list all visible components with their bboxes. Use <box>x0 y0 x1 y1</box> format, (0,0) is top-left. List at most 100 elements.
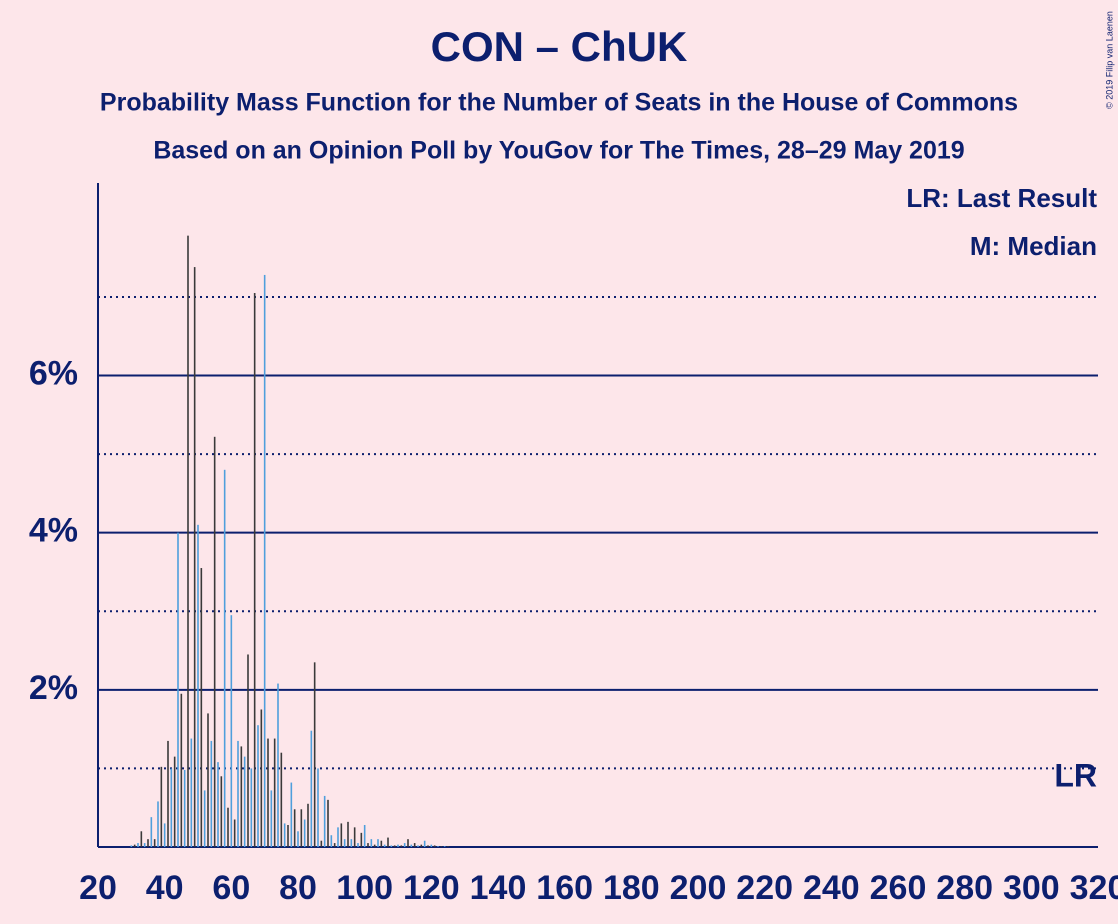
bar <box>147 839 149 847</box>
x-tick-label: 40 <box>146 869 184 907</box>
x-tick-label: 20 <box>79 869 117 907</box>
bar <box>180 693 183 847</box>
bar <box>433 845 436 847</box>
x-tick-label: 140 <box>470 869 527 907</box>
bar <box>303 819 306 847</box>
x-tick-label: 100 <box>336 869 393 907</box>
bar <box>277 683 279 847</box>
bar <box>333 843 336 847</box>
bar <box>223 469 226 847</box>
bar <box>427 845 429 847</box>
bar <box>367 843 369 847</box>
y-tick-label: 2% <box>29 669 78 707</box>
bar <box>220 776 223 847</box>
bar <box>207 713 209 847</box>
bar <box>270 790 273 847</box>
bar <box>320 840 323 847</box>
bar <box>273 738 276 847</box>
bar <box>293 809 296 847</box>
bar <box>330 835 333 847</box>
bar <box>237 740 239 847</box>
bar <box>150 817 153 847</box>
bar <box>210 740 213 847</box>
bar <box>343 839 346 847</box>
bar <box>340 823 343 847</box>
bar <box>153 839 156 847</box>
bar <box>327 799 329 847</box>
bar <box>157 801 159 847</box>
bar <box>437 846 439 847</box>
x-tick-label: 240 <box>803 869 860 907</box>
bar <box>370 839 373 847</box>
bar <box>140 831 143 847</box>
bar <box>307 803 309 847</box>
bar <box>283 823 286 847</box>
bar <box>377 839 379 847</box>
bar <box>240 746 243 847</box>
bar <box>143 843 146 847</box>
bar <box>247 654 249 847</box>
chart-subtitle: Based on an Opinion Poll by YouGov for T… <box>153 137 964 165</box>
bar <box>350 839 353 847</box>
chart-subtitle: Probability Mass Function for the Number… <box>100 89 1018 117</box>
bar <box>363 824 366 847</box>
bar <box>317 768 319 847</box>
bar <box>190 738 193 847</box>
bar <box>360 832 363 847</box>
y-tick-label: 4% <box>29 512 78 550</box>
bar <box>400 845 403 847</box>
x-tick-label: 80 <box>279 869 317 907</box>
bar <box>297 831 299 847</box>
bar <box>383 844 386 847</box>
x-tick-label: 260 <box>870 869 927 907</box>
x-tick-label: 60 <box>212 869 250 907</box>
bar <box>300 809 303 847</box>
copyright: © 2019 Filip van Laenen <box>1104 11 1114 109</box>
x-tick-label: 220 <box>736 869 793 907</box>
bar <box>410 844 413 847</box>
bar <box>323 795 326 847</box>
bar <box>423 840 426 847</box>
x-tick-label: 120 <box>403 869 460 907</box>
x-tick-label: 280 <box>936 869 993 907</box>
bar <box>130 845 133 847</box>
bar <box>167 740 169 847</box>
bar <box>173 756 176 847</box>
legend-entry: M: Median <box>970 231 1097 261</box>
bar <box>160 766 163 847</box>
bar <box>227 807 229 847</box>
bar <box>290 782 293 847</box>
bar <box>243 756 246 847</box>
bar <box>200 568 203 847</box>
x-tick-label: 200 <box>670 869 727 907</box>
bar <box>230 615 233 847</box>
bar <box>170 768 173 847</box>
bar <box>193 267 196 848</box>
x-tick-label: 320 <box>1070 869 1118 907</box>
bar <box>380 840 383 847</box>
bar <box>263 274 266 847</box>
last-result-label: LR <box>1054 757 1097 793</box>
bar <box>187 235 189 848</box>
bar <box>250 768 253 847</box>
legend-entry: LR: Last Result <box>906 183 1097 213</box>
bar <box>177 532 179 847</box>
bar <box>440 846 443 847</box>
x-tick-label: 160 <box>536 869 593 907</box>
chart-title: CON – ChUK <box>431 23 688 70</box>
bar <box>353 827 356 847</box>
bar <box>420 844 423 847</box>
bar <box>413 843 416 847</box>
bar <box>183 769 186 847</box>
bar <box>390 845 393 847</box>
bar <box>373 844 376 847</box>
bar <box>163 823 166 847</box>
bar <box>280 752 283 847</box>
bar <box>267 738 269 847</box>
bar <box>253 293 256 847</box>
bar <box>407 839 409 847</box>
bar <box>217 762 219 847</box>
y-tick-label: 6% <box>29 355 78 393</box>
